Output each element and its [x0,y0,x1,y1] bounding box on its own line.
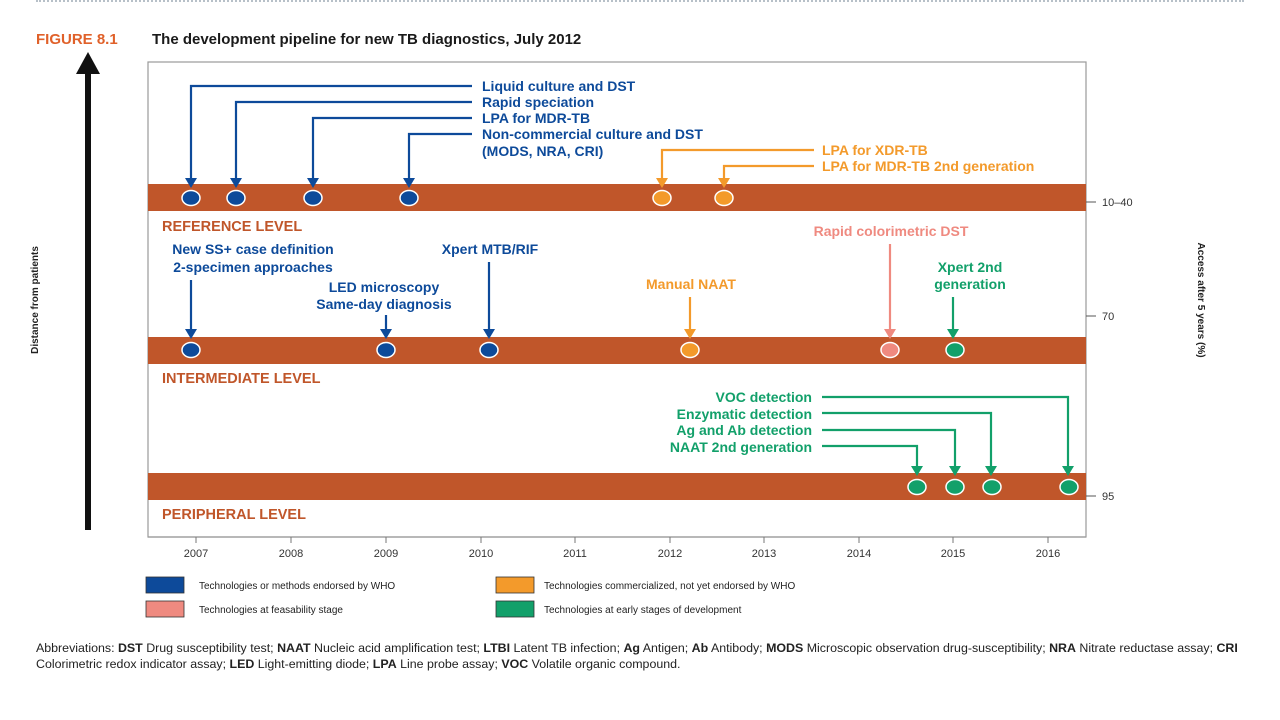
reference-connectors-endorsed [189,84,472,184]
legend-swatch-endorsed [145,576,185,594]
label-enzymatic-detection: Enzymatic detection [677,406,812,422]
year-tick-2008: 2008 [279,548,303,560]
access-axis-label: Access after 5 years (%) [1195,242,1206,357]
label-voc-detection: VOC detection [716,389,812,405]
abbr-ab-def: Antibody; [708,641,767,655]
reference-arrowheads-commercialized [656,178,730,188]
reference-markers [181,189,734,207]
year-axis [148,536,1086,543]
legend-swatch-early [495,600,535,618]
peripheral-band [148,473,1086,500]
label-liquid-culture: Liquid culture and DST [482,78,636,94]
label-naat-2nd-generation: NAAT 2nd generation [670,439,812,455]
peripheral-markers [907,478,1079,496]
abbr-ab: Ab [691,641,709,655]
year-tick-2011: 2011 [563,548,587,560]
year-tick-2007: 2007 [184,548,208,560]
label-xpert-2nd: Xpert 2nd [938,259,1003,275]
legend-swatch-commercialized [495,576,535,594]
abbr-led: LED [229,657,255,671]
label-xpert: Xpert MTB/RIF [442,241,539,257]
abbr-nra-def: Nitrate reductase assay; [1075,641,1217,655]
reference-band [148,184,1086,211]
access-tick-10-40: 10–40 [1102,197,1133,209]
label-lpa-xdr: LPA for XDR-TB [822,142,928,158]
abbreviations-note: Abbreviations: DST Drug susceptibility t… [36,640,1244,672]
top-dotted-rule [36,0,1244,2]
intermediate-band [148,337,1086,364]
intermediate-arrowheads [185,329,959,339]
abbr-ag: Ag [623,641,640,655]
abbr-naat: NAAT [277,641,311,655]
year-tick-2014: 2014 [847,548,871,560]
label-noncommercial-methods: (MODS, NRA, CRI) [482,143,603,159]
label-noncommercial-culture: Non-commercial culture and DST [482,126,703,142]
abbr-lpa: LPA [372,657,397,671]
abbr-ag-def: Antigen; [639,641,692,655]
intermediate-markers [181,341,965,359]
year-tick-2010: 2010 [469,548,493,560]
reference-arrowheads-endorsed [185,178,415,188]
figure-label: FIGURE 8.1 [36,31,118,48]
abbr-voc: VOC [501,657,529,671]
label-xpert-2nd-generation: generation [934,276,1006,292]
peripheral-arrowheads [911,466,1074,476]
year-tick-2015: 2015 [941,548,965,560]
access-tick-70: 70 [1102,311,1114,323]
legend-text-commercialized: Technologies commercialized, not yet end… [544,581,795,592]
abbr-voc-def: Volatile organic compound. [528,657,681,671]
year-tick-2009: 2009 [374,548,398,560]
label-lpa-mdr: LPA for MDR-TB [482,110,590,126]
year-tick-2012: 2012 [658,548,682,560]
abbr-naat-def: Nucleic acid amplification test; [310,641,484,655]
label-new-ss-case-definition: New SS+ case definition [172,241,333,257]
legend-text-endorsed: Technologies or methods endorsed by WHO [199,581,395,592]
label-rapid-speciation: Rapid speciation [482,94,594,110]
intermediate-level-label: INTERMEDIATE LEVEL [162,371,321,387]
abbr-prefix: Abbreviations: [36,641,118,655]
label-led-microscopy: LED microscopy [329,279,440,295]
abbr-nra: NRA [1049,641,1076,655]
peripheral-level-label: PERIPHERAL LEVEL [162,507,306,523]
legend-text-feasibility: Technologies at feasability stage [199,605,343,616]
distance-axis-label: Distance from patients [30,246,41,354]
abbr-mods-def: Microscopic observation drug-susceptibil… [803,641,1050,655]
peripheral-connectors [822,395,1070,472]
abbr-cri: CRI [1216,641,1238,655]
abbr-cri-def: Colorimetric redox indicator assay; [36,657,230,671]
chart-frame [147,61,1087,538]
legend-text-early: Technologies at early stages of developm… [544,605,742,616]
abbr-ltbi: LTBI [483,641,511,655]
label-manual-naat: Manual NAAT [646,276,736,292]
label-same-day-diagnosis: Same-day diagnosis [316,296,452,312]
intermediate-connectors [189,244,955,335]
reference-level-label: REFERENCE LEVEL [162,219,302,235]
abbr-ltbi-def: Latent TB infection; [510,641,624,655]
label-rapid-colorimetric: Rapid colorimetric DST [814,223,969,239]
label-two-specimen: 2-specimen approaches [173,259,333,275]
access-tick-95: 95 [1102,491,1114,503]
legend-swatch-feasibility [145,600,185,618]
label-lpa-mdr-2nd: LPA for MDR-TB 2nd generation [822,158,1034,174]
distance-axis-arrowhead [76,52,100,74]
label-ag-ab-detection: Ag and Ab detection [676,422,812,438]
abbr-led-def: Light-emitting diode; [254,657,373,671]
abbr-mods: MODS [766,641,804,655]
abbr-dst: DST [117,641,143,655]
figure-title: The development pipeline for new TB diag… [152,31,582,48]
abbr-lpa-def: Line probe assay; [396,657,502,671]
abbr-dst-def: Drug susceptibility test; [142,641,278,655]
year-tick-2016: 2016 [1036,548,1060,560]
year-tick-2013: 2013 [752,548,776,560]
